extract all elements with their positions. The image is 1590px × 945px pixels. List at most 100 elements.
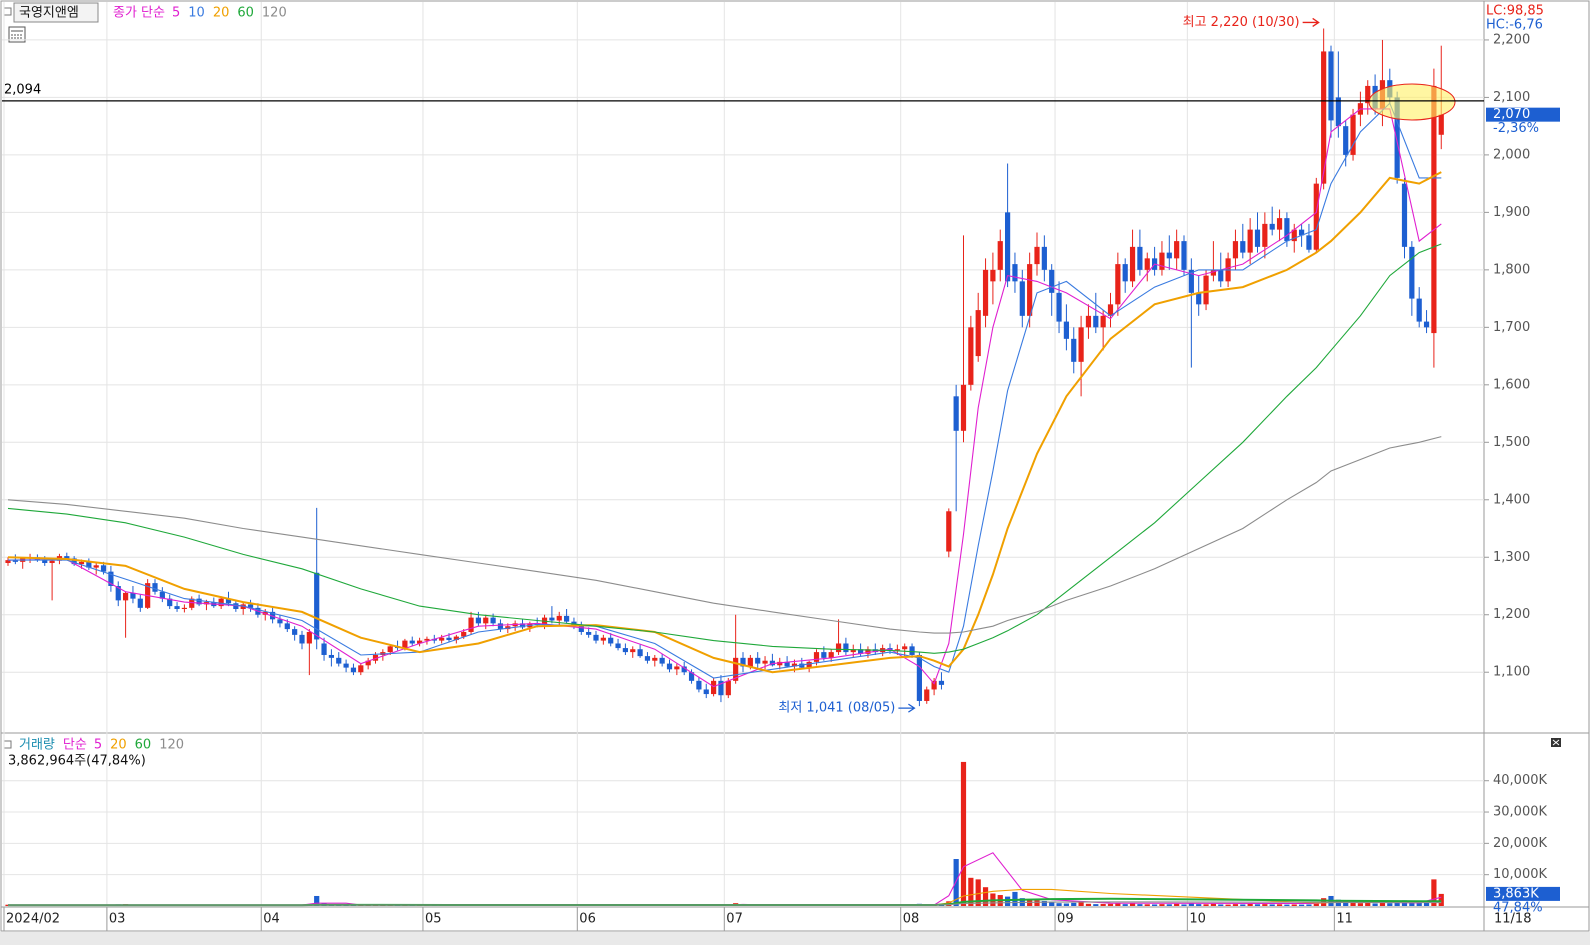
candle-body — [115, 586, 121, 601]
candle-body — [1034, 246, 1040, 265]
candle-body — [417, 640, 423, 644]
volume-bar — [1262, 904, 1268, 906]
volume-total-label: 3,862,964주(47,84%) — [8, 754, 146, 769]
menu-icon[interactable] — [3, 7, 12, 16]
candle-body — [446, 637, 452, 641]
last-volume-label: 3,863K — [1493, 886, 1539, 901]
y-tick-label: 1,700 — [1493, 320, 1530, 335]
volume-bar — [1247, 903, 1253, 906]
calculator-icon[interactable] — [8, 26, 26, 43]
candle-body — [990, 269, 996, 282]
candle-body — [292, 629, 298, 635]
candle-body — [358, 665, 364, 673]
candle-body — [718, 680, 724, 696]
candle-body — [343, 663, 349, 668]
highlight-ellipse — [1368, 83, 1456, 121]
y-tick-label: 1,900 — [1493, 205, 1530, 220]
stock-name-box[interactable] — [13, 2, 99, 23]
x-tick-label: 09 — [1057, 912, 1074, 927]
candle-body — [1174, 241, 1180, 259]
candle-body — [130, 592, 136, 599]
volume-bar — [1100, 903, 1106, 906]
candle-body — [1306, 235, 1312, 250]
candle-body — [1262, 223, 1268, 247]
candle-body — [1416, 298, 1422, 322]
volume-bar — [1063, 903, 1069, 906]
candle-body — [982, 269, 989, 316]
candle-body — [387, 646, 393, 653]
candle-body — [519, 623, 526, 628]
volume-bar — [1041, 900, 1047, 906]
volume-bar — [1085, 903, 1092, 906]
candle-body — [821, 652, 827, 658]
x-tick-label: 04 — [263, 912, 280, 927]
candle-body — [1115, 264, 1121, 305]
volume-bar — [1107, 903, 1114, 906]
volume-bar — [1343, 901, 1349, 906]
candle-body — [1269, 223, 1275, 230]
candle-body — [1071, 338, 1077, 362]
volume-bar — [1071, 902, 1077, 906]
candle-body — [1137, 246, 1143, 270]
volume-bar — [1423, 902, 1430, 906]
candle-body — [12, 560, 18, 562]
candle-body — [946, 511, 952, 552]
volume-bar — [1203, 904, 1209, 906]
y-tick-label: 1,100 — [1493, 665, 1530, 680]
candle-body — [799, 663, 805, 668]
candle-body — [306, 631, 312, 644]
volume-bar — [1005, 896, 1011, 906]
y-tick-label: 40,000K — [1493, 773, 1547, 788]
candle-body — [953, 396, 959, 431]
x-tick-label: 03 — [109, 912, 126, 927]
legend-entry: 20 — [213, 6, 230, 21]
candle-body — [42, 559, 48, 564]
menu-icon[interactable] — [3, 740, 12, 749]
candle-body — [240, 604, 246, 609]
candle-body — [777, 661, 783, 666]
volume-bar — [1232, 904, 1239, 906]
candle-body — [225, 598, 232, 604]
volume-bar — [1306, 904, 1312, 906]
candle-body — [1196, 292, 1202, 305]
volume-bar — [1093, 904, 1099, 906]
volume-bar — [1409, 900, 1415, 906]
ma-line — [8, 901, 1442, 906]
volume-bar — [1438, 893, 1444, 906]
candle-body — [652, 657, 658, 661]
reference-label: 2,094 — [4, 82, 41, 97]
candle-body — [1423, 321, 1430, 328]
candle-body — [872, 649, 878, 653]
candle-body — [424, 638, 430, 641]
volume-bar — [1078, 902, 1084, 906]
y-tick-label: 1,800 — [1493, 262, 1530, 277]
volume-bar — [1240, 904, 1246, 906]
y-tick-label: 1,300 — [1493, 550, 1530, 565]
candle-body — [806, 661, 812, 668]
volume-bar — [1225, 904, 1231, 906]
candle-body — [733, 657, 739, 681]
legend-entry: 120 — [159, 738, 184, 753]
candle-body — [931, 680, 937, 690]
candle-body — [696, 680, 702, 690]
volume-bar — [1269, 904, 1275, 906]
candle-body — [1203, 275, 1209, 305]
candle-body — [622, 648, 628, 653]
legend-entry: 5 — [94, 738, 102, 753]
grid-layer — [2, 2, 1484, 906]
candle-body — [835, 643, 842, 653]
candle-body — [909, 646, 915, 655]
candle-body — [916, 654, 922, 701]
candle-body — [123, 592, 129, 601]
annotation-arrow — [898, 703, 916, 713]
candle-body — [284, 623, 290, 630]
close-icon[interactable] — [1551, 738, 1561, 747]
candle-body — [688, 672, 695, 681]
candle-body — [902, 646, 908, 650]
volume-bar — [1034, 900, 1040, 906]
candle-body — [497, 623, 504, 630]
marks-layer — [5, 28, 1444, 907]
candle-body — [475, 617, 481, 624]
ma-line — [7, 436, 1442, 634]
